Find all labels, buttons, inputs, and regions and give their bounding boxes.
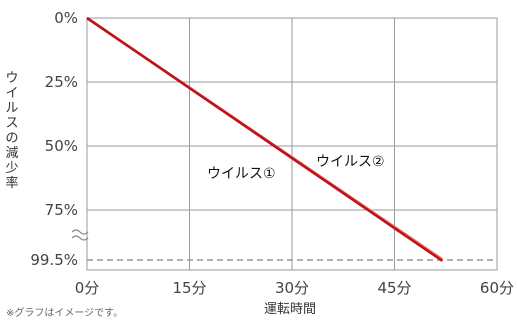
series-label-virus-1: ウイルス①: [207, 166, 276, 182]
series-lines: [86, 16, 444, 262]
grid-lines: [87, 18, 497, 270]
x-tick-label: 30分: [275, 279, 309, 297]
x-tick-label: 0分: [75, 279, 100, 297]
axis-break-wave-1: [71, 229, 89, 235]
x-tick-label: 15分: [172, 279, 206, 297]
series-label-virus-2: ウイルス②: [316, 154, 385, 170]
y-tick-label: 25%: [45, 73, 78, 91]
axis-break-wave-2: [71, 235, 89, 241]
x-axis-title: 運転時間: [264, 302, 316, 317]
series-line-1: [86, 16, 444, 262]
x-tick-labels: 0分 15分 30分 45分 60分: [75, 279, 514, 297]
x-tick-label: 45分: [377, 279, 411, 297]
y-tick-label: 99.5%: [30, 251, 78, 269]
y-tick-label: 75%: [45, 201, 78, 219]
y-tick-label: 50%: [45, 137, 78, 155]
x-tick-label: 60分: [480, 279, 514, 297]
axis-break-mark: [71, 229, 89, 241]
y-tick-labels: 0% 25% 50% 75% 99.5%: [30, 9, 78, 269]
y-tick-label: 0%: [54, 9, 78, 27]
footnote: ※グラフはイメージです。: [6, 306, 123, 319]
y-axis-title: ウイルスの減少率: [5, 71, 18, 191]
